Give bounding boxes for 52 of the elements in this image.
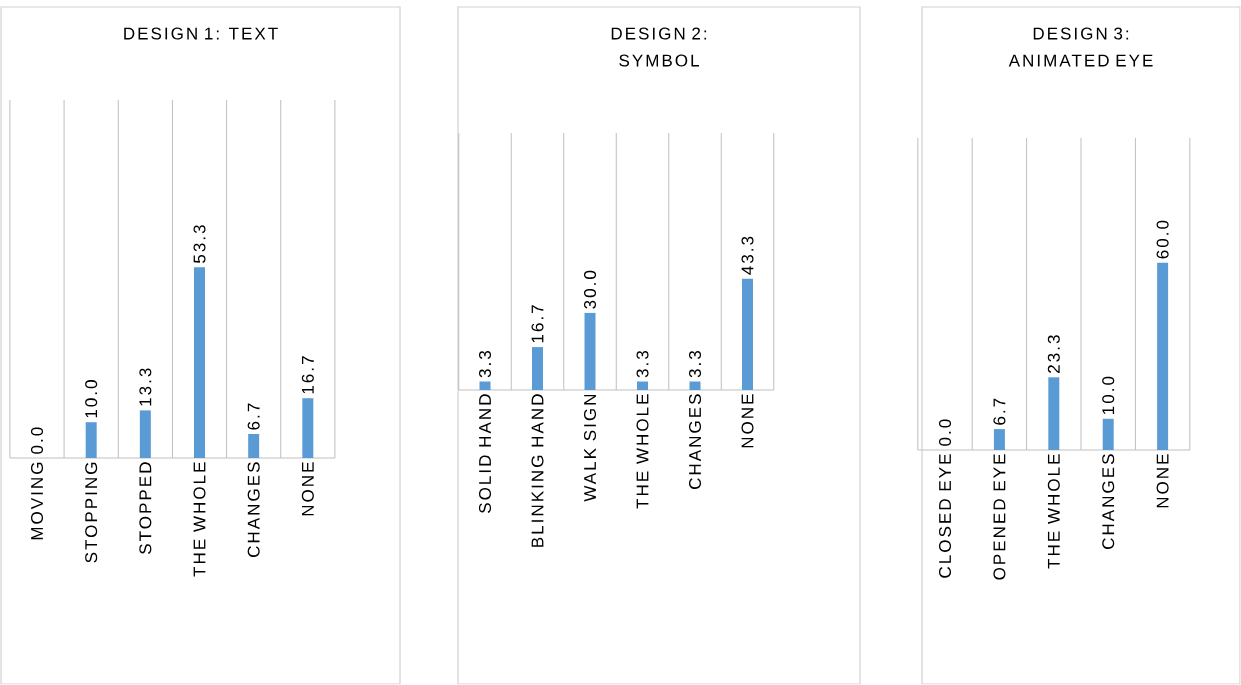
data-label: 6.7 [247, 403, 260, 430]
x-tick-label: NONE [1156, 454, 1169, 508]
data-label: 23.3 [1047, 335, 1060, 374]
x-tick-label: STOPPING [85, 463, 98, 563]
chart-title: DESIGN 3: ANIMATED EYE [1008, 27, 1153, 67]
data-label: 3.3 [688, 351, 702, 378]
data-label: 30.0 [583, 271, 597, 309]
bar [1157, 263, 1169, 451]
data-label: 60.0 [1156, 220, 1169, 259]
data-label: 16.7 [301, 356, 314, 394]
data-label: 0.0 [938, 419, 952, 447]
data-label: 6.7 [993, 398, 1006, 425]
x-tick-label: MOVING [30, 463, 44, 540]
x-tick-label: CLOSED EYE [938, 454, 952, 578]
bar [637, 381, 649, 391]
bar [532, 347, 544, 391]
bar [302, 398, 314, 459]
data-label: 13.3 [139, 368, 152, 406]
x-tick-label: NONE [741, 394, 754, 448]
bar [1102, 419, 1114, 451]
bar [85, 422, 97, 459]
bar [993, 429, 1005, 451]
bar [1048, 377, 1060, 451]
data-label: 16.7 [531, 305, 544, 343]
data-label: 53.3 [193, 225, 206, 264]
bar [742, 278, 754, 391]
x-tick-label: CHANGES [688, 394, 702, 490]
bar [194, 267, 205, 459]
data-label: 43.3 [741, 236, 754, 275]
data-label: 10.0 [85, 380, 98, 418]
x-tick-label: NONE [301, 462, 314, 516]
chart-title: DESIGN 2: SYMBOL [611, 27, 707, 67]
data-label: 3.3 [636, 351, 649, 378]
x-tick-label: WALK SIGN [583, 395, 597, 502]
x-tick-label: BLINKING HAND [531, 394, 544, 548]
bar [248, 434, 260, 459]
bar [479, 381, 491, 391]
data-label: 10.0 [1102, 376, 1115, 415]
bar [139, 410, 151, 459]
x-tick-label: STOPPED [139, 462, 152, 555]
x-tick-label: SOLID HAND [478, 394, 492, 514]
x-tick-label: CHANGES [1102, 454, 1115, 550]
x-tick-label: THE WHOLE [193, 462, 206, 577]
x-tick-label: THE WHOLE [1047, 454, 1060, 569]
x-tick-label: CHANGES [247, 462, 260, 558]
x-tick-label: OPENED EYE [993, 454, 1006, 580]
data-label: 0.0 [30, 427, 44, 455]
chart-title: DESIGN 1: TEXT [124, 27, 278, 40]
bar [584, 313, 596, 391]
x-tick-label: THE WHOLE [636, 394, 649, 509]
data-label: 3.3 [478, 351, 492, 378]
bar [689, 381, 701, 391]
